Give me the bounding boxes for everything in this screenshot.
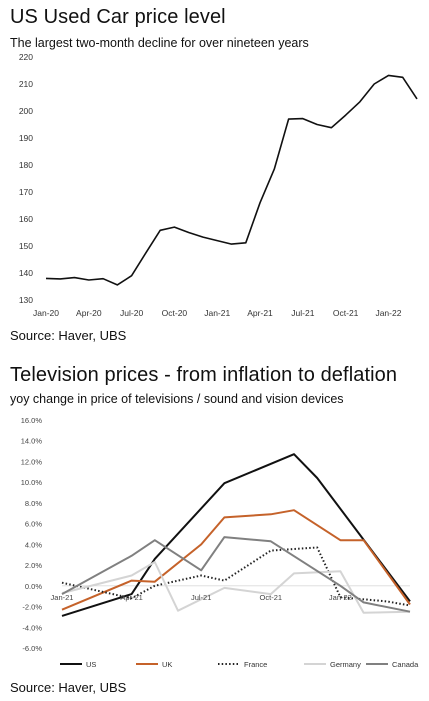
series-line-canada	[61, 536, 411, 613]
chart1-plot: 130 140 150 160 170 180 190 200 210 220 Jan-20 Apr-…	[19, 52, 418, 318]
series-line-uk	[61, 509, 411, 611]
y-tick-label: 210	[19, 79, 33, 89]
x-tick-label: Oct-21	[260, 593, 283, 602]
y-tick-label: 16.0%	[21, 416, 43, 425]
x-tick-label: Jan-22	[375, 308, 401, 318]
y-tick-label: 12.0%	[21, 457, 43, 466]
y-tick-label: 8.0%	[25, 499, 42, 508]
x-tick-label: Jan-21	[51, 593, 74, 602]
x-tick-label: Jul-21	[291, 308, 314, 318]
x-tick-label: Jan-22	[329, 593, 352, 602]
series-line-germany	[61, 561, 411, 614]
chart1-title: US Used Car price level	[10, 6, 226, 28]
series-line-us	[61, 453, 411, 617]
legend-label-germany: Germany	[330, 660, 361, 669]
chart1-subtitle: The largest two-month decline for over n…	[10, 36, 309, 50]
chart2-subtitle: yoy change in price of televisions / sou…	[10, 392, 344, 406]
y-tick-label: -4.0%	[22, 623, 42, 632]
y-tick-label: 4.0%	[25, 540, 42, 549]
chart2-plot: -6.0% -4.0% -2.0% 0.0% 2.0% 4.0% 6.0% 8.0% 10.0%…	[21, 416, 419, 669]
y-tick-label: -2.0%	[22, 603, 42, 612]
legend-label-france: France	[244, 660, 267, 669]
series-line-used-car-price	[45, 74, 418, 286]
series-line-france	[61, 546, 411, 607]
x-tick-label: Jul-20	[120, 308, 143, 318]
x-tick-label: Oct-21	[333, 308, 359, 318]
x-tick-label: Apr-21	[120, 593, 143, 602]
legend-label-uk: UK	[162, 660, 172, 669]
x-tick-label: Jul-21	[191, 593, 211, 602]
legend-label-us: US	[86, 660, 96, 669]
y-tick-label: 10.0%	[21, 478, 43, 487]
x-tick-label: Oct-20	[162, 308, 188, 318]
y-tick-label: 6.0%	[25, 520, 42, 529]
y-tick-label: 0.0%	[25, 582, 42, 591]
y-tick-label: 170	[19, 187, 33, 197]
x-tick-label: Apr-20	[76, 308, 102, 318]
x-tick-label: Apr-21	[247, 308, 273, 318]
y-tick-label: 190	[19, 133, 33, 143]
y-tick-label: -6.0%	[22, 644, 42, 653]
x-tick-label: Jan-21	[204, 308, 230, 318]
y-tick-label: 220	[19, 52, 33, 62]
y-tick-label: 130	[19, 295, 33, 305]
y-tick-label: 180	[19, 160, 33, 170]
x-tick-label: Jan-20	[33, 308, 59, 318]
y-tick-label: 200	[19, 106, 33, 116]
y-tick-label: 150	[19, 241, 33, 251]
chart2-source: Source: Haver, UBS	[10, 680, 127, 695]
y-tick-label: 160	[19, 214, 33, 224]
y-tick-label: 140	[19, 268, 33, 278]
y-tick-label: 2.0%	[25, 561, 42, 570]
legend-label-canada: Canada	[392, 660, 419, 669]
chart2-title: Television prices - from inflation to de…	[10, 364, 398, 386]
chart1-source: Source: Haver, UBS	[10, 328, 127, 343]
y-tick-label: 14.0%	[21, 437, 43, 446]
